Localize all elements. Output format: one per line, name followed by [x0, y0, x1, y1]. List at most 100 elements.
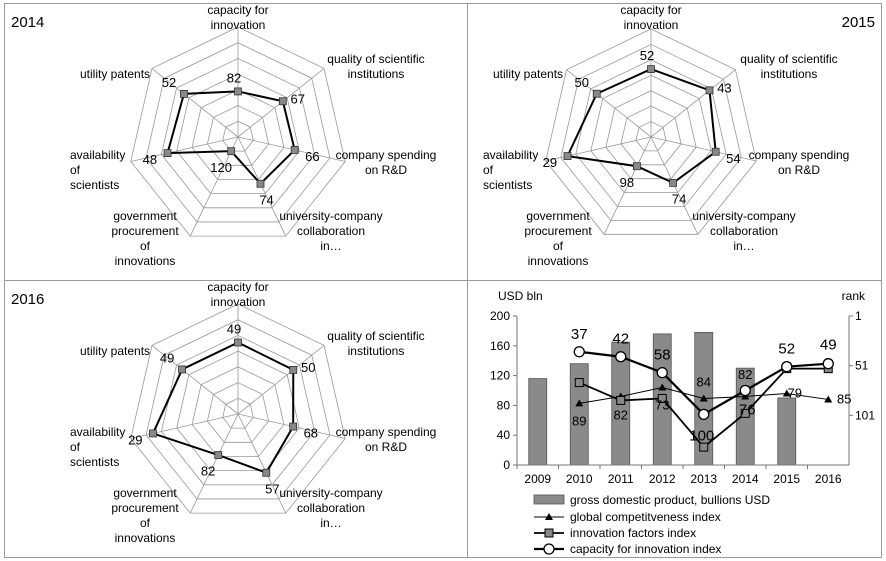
capacity-data-label: 37	[571, 326, 588, 343]
radar-category-label: government procurement of innovations	[111, 209, 179, 268]
legend-label: innovation factors index	[570, 526, 696, 540]
radar-value-label: 49	[160, 351, 174, 366]
left-axis-tick-label: 40	[497, 428, 511, 442]
radar-category-label: quality of scientific institutions	[327, 52, 424, 81]
category-label-line: quality of scientific	[327, 329, 424, 343]
radar-panel-2016: 2016 49 50 68 57 82 29 49 capacity for innovatio…	[4, 280, 468, 558]
radar-value-label: 29	[543, 155, 557, 170]
radar-gridline	[130, 303, 346, 514]
radar-value-label: 29	[128, 433, 142, 448]
legend-bar-swatch	[533, 494, 565, 505]
category-label-line: innovations	[528, 254, 589, 268]
radar-point-marker	[262, 468, 271, 477]
radar-chart-2014: 82 67 66 74 120 48 52 capacity for innovation qua…	[70, 3, 437, 268]
left-axis-tick-label: 160	[490, 339, 510, 353]
category-label-line: company spending	[336, 148, 437, 162]
series-marker-triangle	[575, 399, 584, 407]
category-label-line: on R&D	[365, 440, 407, 454]
radar-gridline	[176, 350, 300, 472]
radar-value-label: 54	[726, 151, 740, 166]
radar-chart-2015: 52 43 54 74 98 29 50 capacity for innovation qual…	[483, 3, 849, 268]
category-label-line: university-company	[279, 486, 382, 500]
radar-axis-spoke	[130, 413, 239, 439]
category-label-line: of	[70, 440, 81, 454]
radar-series-line	[151, 341, 295, 474]
radar-point-marker	[278, 97, 287, 106]
radar-gridline	[605, 90, 697, 180]
radar-category-label: capacity for innovation	[620, 3, 681, 32]
radar-point-marker	[227, 147, 236, 156]
category-label-line: innovations	[115, 531, 176, 545]
right-axis-tick-label: 101	[855, 408, 875, 422]
radar-point-marker	[711, 147, 720, 156]
category-label-line: procurement	[111, 501, 179, 515]
radar-series-line	[566, 68, 717, 185]
radar-point-marker	[290, 146, 299, 154]
category-label-line: innovation	[624, 18, 679, 32]
radar-gridline	[145, 42, 331, 223]
series-marker-circle	[739, 384, 751, 397]
radar-category-label: company spending on R&D	[336, 148, 437, 177]
legend-label: gross domestic product, bullions USD	[570, 493, 770, 507]
radar-point-marker	[633, 162, 641, 171]
radar-gridline	[222, 120, 254, 152]
category-label-line: scientists	[483, 178, 532, 192]
x-axis-tick-label: 2012	[649, 472, 676, 486]
category-label-line: scientists	[70, 455, 119, 469]
radar-value-label: 82	[227, 70, 241, 85]
right-axis-title: rank	[842, 289, 866, 303]
category-label-line: collaboration	[297, 224, 365, 238]
gci-data-label: 84	[697, 374, 711, 389]
x-axis-tick-label: 2015	[773, 472, 800, 486]
radar-category-label: government procurement of innovations	[111, 486, 179, 545]
radar-value-label: 74	[672, 191, 686, 206]
radar-point-marker	[234, 87, 242, 96]
radar-value-label: 57	[265, 481, 279, 496]
radar-category-label: availability of scientists	[483, 148, 538, 192]
legend-marker-square	[544, 528, 554, 538]
radar-point-marker	[705, 86, 714, 95]
radar-value-label: 50	[301, 360, 315, 375]
radar-value-label: 120	[210, 160, 232, 175]
capacity-data-label: 49	[820, 337, 837, 354]
legend-label: global competitveness index	[570, 510, 721, 524]
x-axis-tick-label: 2009	[524, 472, 551, 486]
category-label-line: availability	[483, 148, 538, 162]
radar-point-marker	[669, 178, 677, 187]
category-label-line: company spending	[336, 425, 437, 439]
radar-point-marker	[592, 89, 601, 98]
series-marker-circle	[781, 361, 793, 373]
category-label-line: utility patents	[80, 344, 150, 358]
series-marker-square	[699, 442, 709, 452]
radar-value-label: 67	[291, 92, 305, 107]
radar-gridline	[560, 43, 742, 221]
panel-year-label: 2014	[11, 14, 45, 31]
gci-data-label: 79	[788, 385, 802, 400]
category-label-line: on R&D	[778, 163, 820, 177]
capacity-data-label: 52	[778, 341, 795, 358]
radar-gridline	[206, 382, 270, 443]
capacity-data-label: 42	[612, 331, 629, 348]
series-marker-square	[657, 393, 667, 403]
category-label-line: collaboration	[710, 224, 778, 238]
category-label-line: scientists	[70, 178, 119, 192]
category-label-line: utility patents	[493, 67, 563, 81]
gci-data-label: 89	[572, 413, 586, 428]
radar-gridline	[130, 26, 346, 237]
category-label-line: institutions	[348, 67, 405, 81]
radar-gridline	[160, 334, 316, 486]
series-marker-triangle	[658, 383, 667, 391]
radar-point-marker	[214, 451, 223, 459]
category-label-line: of	[140, 239, 151, 253]
x-axis-tick-label: 2014	[732, 472, 759, 486]
radar-panel-2014: 2014 82 67 66 74 120 48 52 capacity for innovati…	[4, 3, 468, 281]
capacity-data-label: 58	[654, 347, 671, 364]
x-axis-tick-label: 2016	[815, 472, 842, 486]
left-axis-tick-label: 200	[490, 309, 510, 323]
radar-point-marker	[234, 338, 242, 347]
radar-category-label: utility patents	[493, 67, 563, 81]
radar-gridline	[545, 28, 757, 235]
category-label-line: procurement	[524, 224, 592, 238]
category-label-line: capacity for	[620, 3, 681, 17]
radar-gridline	[176, 73, 300, 195]
